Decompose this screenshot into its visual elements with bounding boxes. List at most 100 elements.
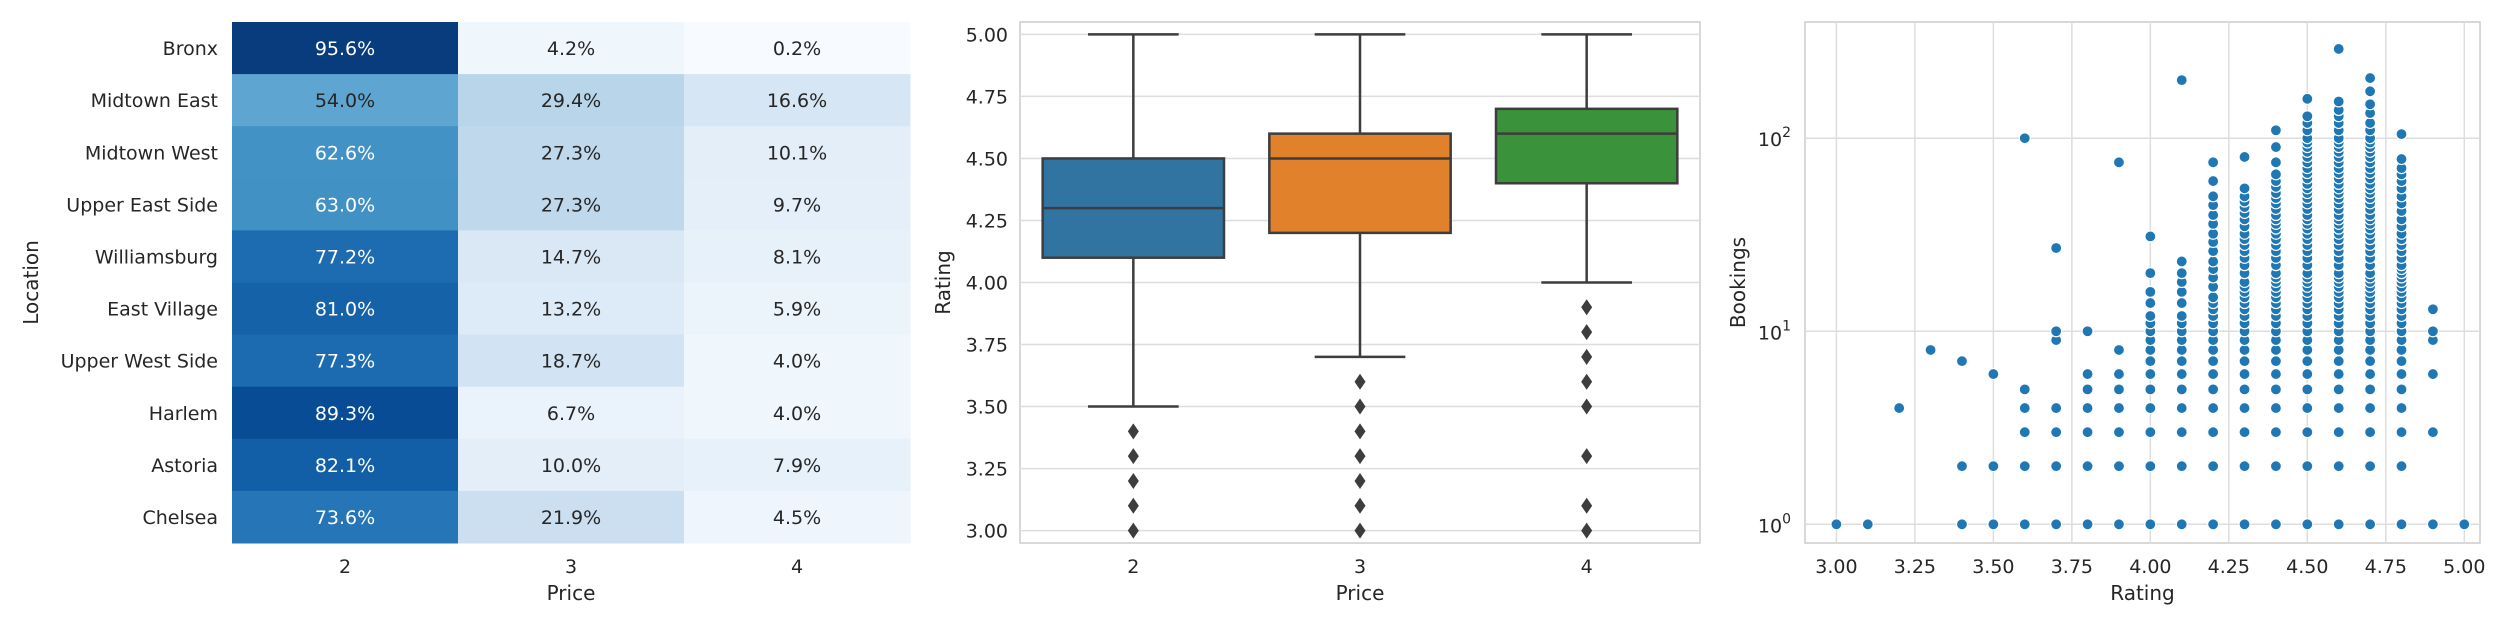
scatter-point [2239, 461, 2250, 472]
scatter-point [2239, 356, 2250, 367]
scatter-point [2427, 369, 2438, 380]
scatter-point [2239, 369, 2250, 380]
scatter-point [2176, 298, 2187, 309]
scatter-point [2208, 292, 2219, 303]
heatmap-cell-label: 4.0% [773, 351, 821, 373]
scatter-point [2082, 403, 2093, 414]
heatmap-cell-label: 18.7% [541, 351, 601, 373]
heatmap-cell-label: 6.7% [547, 403, 595, 425]
x-tick-label: 3.50 [1972, 556, 2014, 578]
scatter-point [2019, 519, 2030, 530]
scatter-point [1988, 369, 1999, 380]
y-tick-label: Astoria [151, 455, 218, 477]
scatter-point [2270, 157, 2281, 168]
x-axis-label: Rating [2110, 581, 2174, 605]
scatter-point [2113, 403, 2124, 414]
scatter-point [2333, 43, 2344, 54]
box-body [1496, 109, 1677, 183]
scatter-point [2145, 384, 2156, 395]
scatter-point [2396, 154, 2407, 165]
scatter-point [2082, 427, 2093, 438]
scatter-point [2208, 384, 2219, 395]
scatter-point [2302, 403, 2313, 414]
x-tick-label: 4 [1581, 556, 1593, 578]
scatter-point [2051, 427, 2062, 438]
y-tick-label: 4.75 [966, 86, 1008, 108]
scatter-point [2365, 369, 2376, 380]
scatter-point [2396, 369, 2407, 380]
heatmap-cell-label: 63.0% [315, 194, 375, 216]
scatter-point [2113, 369, 2124, 380]
scatter-point [2459, 519, 2470, 530]
scatter-point [2365, 99, 2376, 110]
scatter-point [2145, 310, 2156, 321]
y-tick-label: 100 [1758, 511, 1791, 537]
heatmap-cell-label: 16.6% [767, 90, 827, 112]
y-tick-label: Midtown East [91, 90, 218, 112]
scatter-point [2396, 384, 2407, 395]
scatter-point [2302, 461, 2313, 472]
scatter-point [2270, 125, 2281, 136]
heatmap-cell-label: 10.0% [541, 455, 601, 477]
scatter-point [2270, 142, 2281, 153]
scatter-point [2333, 96, 2344, 107]
scatter-point [2208, 519, 2219, 530]
scatter-point [2145, 268, 2156, 279]
scatter-point [2113, 427, 2124, 438]
scatter-point [2396, 461, 2407, 472]
scatter-point [2333, 461, 2344, 472]
scatter-point [2113, 157, 2124, 168]
y-tick-label: Harlem [149, 403, 218, 425]
y-tick-exponent: 0 [1782, 511, 1791, 527]
scatter-point [2302, 427, 2313, 438]
heatmap-cell-label: 10.1% [767, 142, 827, 164]
scatter-point [2019, 403, 2030, 414]
box-plot-chart: 3.00 3.25 3.50 3.75 4.00 4.25 4.50 4.75 5.00 2 3 4 P… [931, 22, 1700, 605]
scatter-point [2427, 304, 2438, 315]
scatter-point [2051, 461, 2062, 472]
scatter-point [2270, 403, 2281, 414]
scatter-point [2365, 384, 2376, 395]
scatter-point [2239, 519, 2250, 530]
scatter-point [2113, 461, 2124, 472]
scatter-point [2239, 403, 2250, 414]
scatter-point [2270, 519, 2281, 530]
scatter-point [1956, 519, 1967, 530]
scatter-point [1956, 461, 1967, 472]
scatter-point [2176, 75, 2187, 86]
scatter-point [2082, 461, 2093, 472]
heatmap-cell-label: 7.9% [773, 455, 821, 477]
heatmap-cell-label: 4.0% [773, 403, 821, 425]
x-axis-label: Price [547, 581, 596, 605]
heatmap-cell-label: 73.6% [315, 507, 375, 529]
scatter-point [2427, 326, 2438, 337]
scatter-point [2113, 344, 2124, 355]
scatter-point [2302, 384, 2313, 395]
box-body [1269, 134, 1450, 233]
scatter-point [2176, 403, 2187, 414]
y-tick-label: 3.25 [966, 459, 1008, 481]
heatmap-cell-label: 8.1% [773, 246, 821, 268]
scatter-point [2239, 384, 2250, 395]
scatter-point [2270, 427, 2281, 438]
scatter-point [2051, 519, 2062, 530]
scatter-point [1862, 519, 1873, 530]
heatmap-cell-label: 27.3% [541, 194, 601, 216]
y-tick-label: Bronx [163, 38, 218, 60]
x-tick-label: 2 [1127, 556, 1139, 578]
scatter-point [2208, 176, 2219, 187]
scatter-point [2019, 461, 2030, 472]
scatter-point [2145, 519, 2156, 530]
heatmap-cell-label: 21.9% [541, 507, 601, 529]
scatter-point [2051, 403, 2062, 414]
scatter-point [2427, 519, 2438, 530]
scatter-point [2396, 519, 2407, 530]
scatter-point [2019, 384, 2030, 395]
scatter-point [2302, 111, 2313, 122]
scatter-point [2365, 73, 2376, 84]
y-tick-exponent: 1 [1782, 318, 1791, 334]
x-tick-label: 3.00 [1815, 556, 1857, 578]
heatmap-cell-label: 4.2% [547, 38, 595, 60]
x-tick-label: 4.50 [2286, 556, 2328, 578]
scatter-point [2270, 384, 2281, 395]
